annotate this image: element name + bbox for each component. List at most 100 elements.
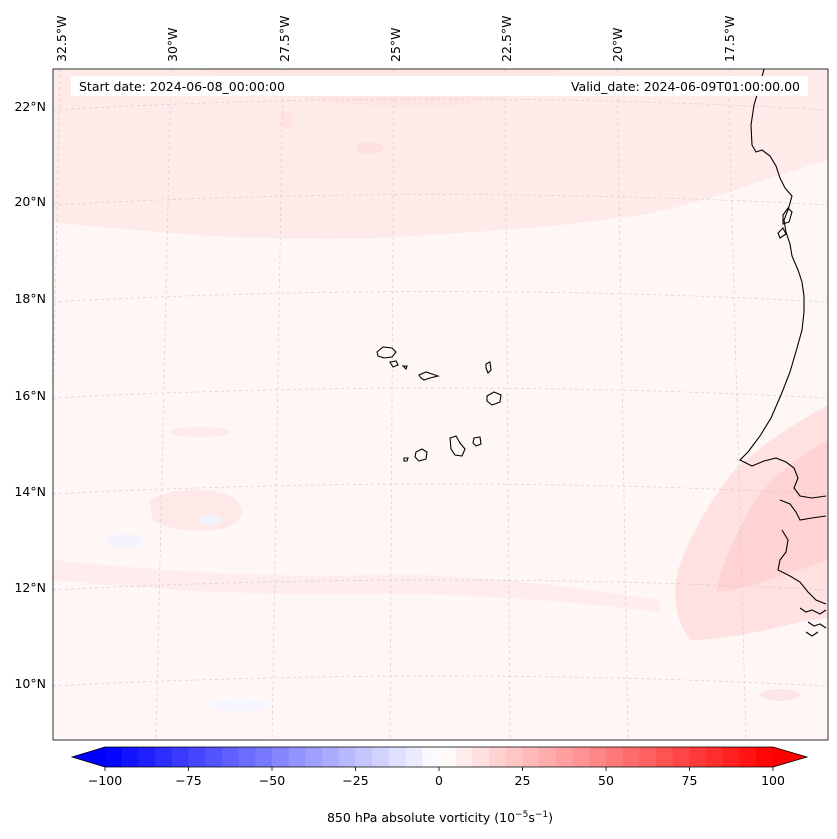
- longitude-labels: 32.5°W 30°W 27.5°W 25°W 22.5°W 20°W 17.5…: [54, 16, 737, 62]
- island-sao-nicolau: [418, 371, 440, 381]
- colorbar-cell: [121, 747, 139, 767]
- colorbar-cell: [455, 747, 473, 767]
- coastline-mauritania-senegal: [739, 69, 827, 499]
- parallel-10n: [53, 675, 828, 687]
- colorbar-cell: [739, 747, 757, 767]
- vorticity-negative-patch-1: [107, 534, 143, 548]
- island-sao-vicente: [389, 360, 399, 368]
- lat-label-16n: 16°N: [14, 388, 46, 403]
- colorbar-cell: [706, 747, 724, 767]
- island-sal: [485, 361, 492, 374]
- vorticity-negative-patch-3: [210, 699, 270, 711]
- colorbar: −100 −75 −50 −25 0 25 50 75 100 850 hPa absolute…: [70, 746, 809, 825]
- lon-label-25w: 25°W: [388, 27, 403, 62]
- vorticity-southern-band: [53, 560, 660, 612]
- island-fogo: [414, 448, 428, 462]
- lat-label-10n: 10°N: [14, 676, 46, 691]
- info-bar: [71, 76, 808, 96]
- colorbar-extend-max: [773, 747, 807, 767]
- vorticity-coastal-core: [716, 440, 828, 592]
- colorbar-cell: [489, 747, 507, 767]
- colorbar-cell: [322, 747, 340, 767]
- vorticity-spot-4: [760, 689, 800, 701]
- colorbar-extend-min: [72, 747, 105, 767]
- colorbar-cell: [472, 747, 490, 767]
- colorbar-label-exp1: −5: [515, 810, 528, 820]
- colorbar-cell: [205, 747, 223, 767]
- colorbar-cell: [272, 747, 290, 767]
- coastline-gambia-guinea: [777, 499, 827, 605]
- west-africa-coastline: [739, 69, 827, 637]
- colorbar-cell: [171, 747, 190, 767]
- colorbar-cell: [338, 747, 357, 767]
- colorbar-cell: [589, 747, 607, 767]
- colorbar-tick-label: −50: [259, 773, 285, 788]
- colorbar-tick-label: 0: [435, 773, 443, 788]
- colorbar-cell: [522, 747, 540, 767]
- colorbar-cell: [555, 747, 574, 767]
- colorbar-cell: [105, 747, 123, 767]
- parallel-12n: [53, 579, 828, 591]
- meridian-20w: [616, 69, 629, 740]
- lon-label-30w: 30°W: [165, 27, 180, 62]
- colorbar-cell: [756, 747, 774, 767]
- vorticity-band-north: [53, 69, 828, 239]
- colorbar-cell: [305, 747, 323, 767]
- parallel-14n: [53, 483, 828, 495]
- colorbar-tick-label: −100: [88, 773, 122, 788]
- lon-label-17-5w: 17.5°W: [722, 16, 737, 62]
- lon-label-32-5w: 32.5°W: [54, 16, 69, 62]
- colorbar-label-main: 850 hPa absolute vorticity (10: [327, 810, 515, 825]
- meridian-25w: [389, 69, 395, 740]
- colorbar-cell: [405, 747, 423, 767]
- colorbar-cell: [539, 747, 557, 767]
- colorbar-cell: [656, 747, 674, 767]
- island-brava: [403, 457, 409, 462]
- colorbar-cell: [672, 747, 691, 767]
- meridian-30w: [155, 69, 172, 740]
- colorbar-tick-label: −75: [175, 773, 201, 788]
- colorbar-cell: [288, 747, 306, 767]
- colorbar-cell: [606, 747, 624, 767]
- valid-date-label: Valid_date: 2024-06-09T01:00:00.00: [571, 79, 800, 94]
- colorbar-label-mid: s: [528, 810, 535, 825]
- start-date-label: Start date: 2024-06-08_00:00:00: [79, 79, 285, 94]
- lat-label-14n: 14°N: [14, 484, 46, 499]
- colorbar-cell: [188, 747, 206, 767]
- lat-label-20n: 20°N: [14, 194, 46, 209]
- colorbar-tick-label: −25: [342, 773, 368, 788]
- colorbar-cell: [221, 747, 240, 767]
- map-panel: [53, 69, 828, 740]
- colorbar-ticks: −100 −75 −50 −25 0 25 50 75 100: [88, 767, 785, 788]
- vorticity-spot-1: [356, 142, 384, 154]
- colorbar-cell: [255, 747, 273, 767]
- coastline-guinea-bissau-islands: [799, 607, 827, 637]
- island-santiago: [449, 435, 466, 457]
- island-santa-luzia: [401, 365, 408, 371]
- colorbar-label: 850 hPa absolute vorticity (10−5s−1): [327, 810, 553, 825]
- colorbar-label-exp2: −1: [535, 810, 548, 820]
- vorticity-negative-patch-2: [198, 515, 222, 525]
- parallel-18n: [53, 291, 828, 303]
- vorticity-spot-3: [170, 427, 230, 437]
- parallel-16n: [53, 387, 828, 399]
- latitude-labels: 22°N 20°N 18°N 16°N 14°N 12°N 10°N: [14, 99, 46, 691]
- vorticity-spot-2: [279, 111, 293, 129]
- colorbar-cell: [505, 747, 524, 767]
- colorbar-cell: [155, 747, 173, 767]
- colorbar-cell: [238, 747, 256, 767]
- island-maio: [472, 436, 482, 447]
- colorbar-tick-label: 25: [515, 773, 531, 788]
- colorbar-cell: [422, 747, 440, 767]
- colorbar-cell: [622, 747, 640, 767]
- gridlines: [53, 69, 828, 740]
- lat-label-12n: 12°N: [14, 580, 46, 595]
- lon-label-22-5w: 22.5°W: [499, 16, 514, 62]
- colorbar-tick-label: 50: [598, 773, 614, 788]
- colorbar-cell: [572, 747, 590, 767]
- colorbar-cell: [639, 747, 657, 767]
- island-boa-vista: [486, 391, 502, 406]
- colorbar-cell: [138, 747, 156, 767]
- colorbar-label-end: ): [548, 810, 553, 825]
